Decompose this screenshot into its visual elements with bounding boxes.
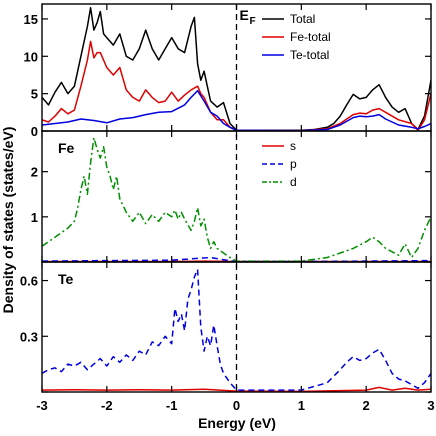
y-tick-label: 0.6: [20, 274, 38, 289]
legend-label-total: Total: [290, 12, 315, 26]
panel-label-fe: Fe: [58, 140, 75, 156]
series-line-s: [42, 386, 431, 392]
series-line-p: [42, 256, 431, 262]
y-tick-label: 0: [31, 124, 38, 139]
fermi-label: E: [240, 7, 249, 23]
panel-te: 0.3 0.6 Te: [20, 261, 432, 393]
x-tick-label: 2: [363, 398, 370, 413]
series-line-fe-total: [42, 40, 431, 131]
legend-label-d: d: [290, 175, 297, 189]
series-line-d: [42, 137, 431, 262]
fermi-label-subscript: F: [250, 16, 256, 27]
x-axis: -3 -2 -1 0 1 2 3: [36, 398, 434, 413]
x-axis-label: Energy (eV): [198, 415, 276, 431]
legend-label-te-total: Te-total: [290, 48, 329, 62]
panels: 0 5 10 15 Total Fe-total Te-total 1 2 Fe spd 0.3 0.6…: [20, 3, 432, 393]
x-tick-label: 1: [298, 398, 305, 413]
series-line-p: [42, 268, 431, 391]
y-tick-label: 5: [31, 87, 38, 102]
x-tick-label: 0: [233, 398, 240, 413]
y-axis-label: Density of states (states/eV): [0, 127, 16, 314]
x-tick-label: -1: [166, 398, 178, 413]
y-tick-label: 1: [31, 210, 38, 225]
legend-label-fe-total: Fe-total: [290, 30, 331, 44]
y-tick-label: 10: [24, 49, 38, 64]
x-tick-label: -3: [36, 398, 48, 413]
y-tick-label: 0.3: [20, 329, 38, 344]
panel-total: 0 5 10 15 Total Fe-total Te-total: [24, 3, 432, 139]
y-tick-label: 15: [24, 12, 38, 27]
legend-label-s: s: [290, 139, 296, 153]
legend-label-p: p: [290, 157, 297, 171]
panel-label-te: Te: [58, 271, 74, 287]
series-line-total: [42, 6, 431, 131]
x-tick-label: 3: [427, 398, 434, 413]
y-tick-label: 2: [31, 165, 38, 180]
x-tick-label: -2: [101, 398, 113, 413]
series-line-te-total: [42, 89, 431, 131]
panel-fe: 1 2 Fe spd: [31, 130, 432, 263]
